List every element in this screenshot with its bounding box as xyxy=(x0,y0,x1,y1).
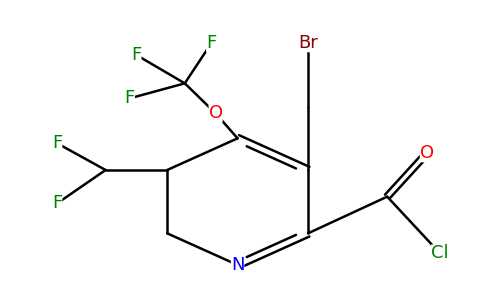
Text: F: F xyxy=(52,134,62,152)
Text: O: O xyxy=(420,144,434,162)
Text: F: F xyxy=(52,194,62,212)
Text: Br: Br xyxy=(298,34,318,52)
Text: F: F xyxy=(131,46,141,64)
Text: F: F xyxy=(125,89,135,107)
Text: O: O xyxy=(209,104,223,122)
Text: Cl: Cl xyxy=(431,244,449,262)
Text: F: F xyxy=(206,34,216,52)
Text: N: N xyxy=(231,256,244,274)
